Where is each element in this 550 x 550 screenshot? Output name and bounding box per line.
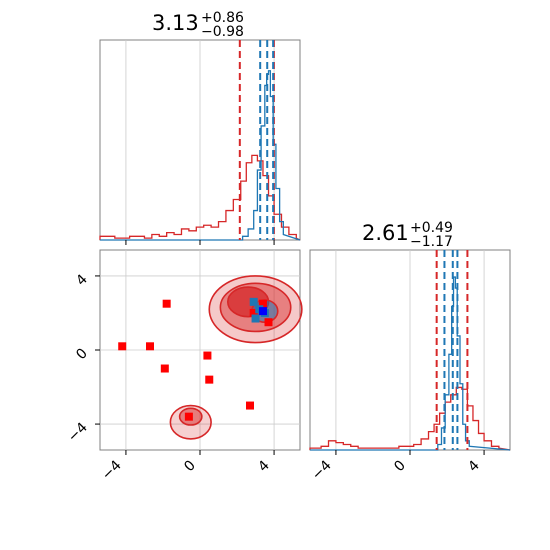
param1-median: 2.61 [362, 221, 409, 245]
x-tick-label-1: 0 [181, 458, 199, 476]
red-square-9 [258, 299, 267, 308]
panel3-ticks: −4 0 4 [309, 450, 485, 483]
red-square-1 [118, 342, 127, 351]
y-tick-label-2: 4 [73, 271, 91, 289]
param1-lower-error: −1.17 [410, 234, 453, 250]
x-tick-label-2: 4 [465, 457, 483, 475]
hist1-blue [310, 276, 511, 451]
panel3-histograms [309, 276, 511, 451]
joint-distribution-panel: −4 0 4 −4 0 4 [65, 249, 303, 483]
red-square-4 [203, 351, 212, 360]
hist0-red [99, 154, 301, 241]
red-square-3 [160, 364, 169, 373]
blue-square-0 [249, 297, 258, 306]
marginal-hist-param1: −4 0 4 [309, 249, 511, 483]
panel3-grid [335, 250, 485, 450]
panel0-ticks [125, 240, 275, 245]
red-square-10 [249, 308, 258, 317]
truth-marker [258, 307, 267, 316]
param1-upper-error: +0.49 [410, 220, 453, 236]
y-tick-label-0: −4 [65, 420, 91, 446]
param0-title: 3.13 +0.86 −0.98 [152, 10, 244, 40]
param0-lower-error: −0.98 [201, 24, 244, 40]
x-tick-label-0: −4 [309, 457, 335, 483]
panel2-points [118, 297, 273, 421]
marginal-hist-param0 [99, 39, 301, 245]
red-square-7 [246, 401, 254, 410]
red-square-8 [264, 318, 273, 327]
hist1-red [309, 386, 511, 451]
x-tick-label-0: −4 [99, 457, 125, 483]
red-square-0 [162, 299, 171, 308]
param1-title: 2.61 +0.49 −1.17 [362, 220, 453, 250]
panel3-quantile-lines [435, 250, 469, 450]
y-tick-label-1: 0 [73, 346, 91, 364]
red-square-6 [184, 412, 193, 421]
x-tick-label-2: 4 [255, 457, 273, 475]
panel0-quantile-lines [238, 40, 275, 240]
x-tick-label-1: 0 [391, 458, 409, 476]
param0-upper-error: +0.86 [201, 10, 244, 26]
param0-median: 3.13 [152, 11, 199, 35]
blue-square-3 [251, 314, 260, 323]
red-square-2 [146, 342, 154, 351]
red-square-5 [205, 375, 214, 384]
